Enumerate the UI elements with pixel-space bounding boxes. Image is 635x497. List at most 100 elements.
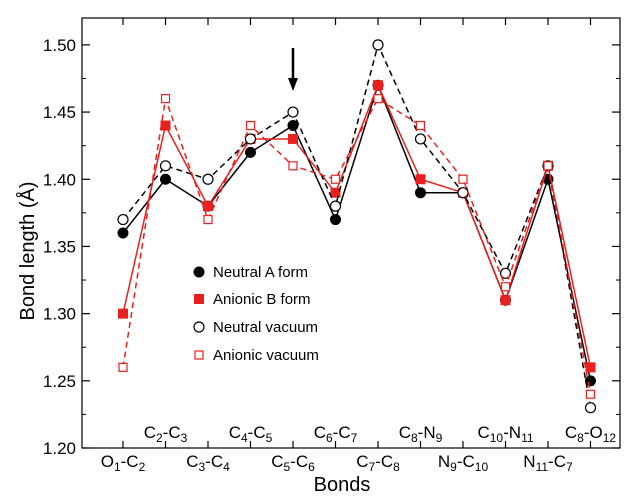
x-label-subscript: 11 [536, 460, 549, 474]
x-category-label: C3-C4 [186, 452, 230, 474]
x-label-subscript: 1 [114, 460, 121, 474]
x-label-text: -N [418, 423, 436, 442]
data-point [330, 187, 341, 198]
y-tick-label: 1.30 [43, 305, 76, 324]
x-category-label: C6-C7 [314, 423, 358, 445]
legend-item: Neutral vacuum [193, 319, 318, 336]
x-category-label: C4-C5 [229, 423, 273, 445]
data-point [372, 39, 384, 51]
x-label-subscript: 5 [283, 460, 290, 474]
y-tick-label: 1.40 [43, 170, 76, 189]
x-category-label: C10-N11 [477, 423, 533, 445]
x-label-subscript: 9 [450, 460, 457, 474]
data-point [159, 160, 172, 172]
x-label-subscript: 9 [436, 431, 443, 445]
series-neutral-vacuum [117, 39, 597, 414]
x-category-label: N11-C7 [523, 452, 573, 474]
data-point [160, 120, 171, 131]
data-point [329, 200, 342, 212]
x-label-text: C [314, 423, 326, 442]
x-label-text: N [438, 452, 450, 471]
x-label-subscript: 7 [566, 460, 573, 474]
data-point [160, 173, 171, 185]
x-label-subscript: 7 [368, 460, 375, 474]
data-point [287, 120, 299, 131]
x-category-label: C7-C8 [356, 452, 400, 474]
x-label-text: -C [290, 452, 308, 471]
x-label-subscript: 8 [577, 431, 584, 445]
series-line [122, 42, 592, 408]
data-point [500, 282, 511, 292]
legend-marker [194, 294, 204, 304]
data-point [288, 133, 298, 144]
x-category-label: N9-C10 [438, 452, 489, 474]
series-anionic-vacuum [118, 94, 596, 399]
y-tick-label: 1.35 [43, 237, 76, 256]
x-label-subscript: 10 [475, 460, 489, 474]
data-point [245, 120, 256, 131]
x-label-text: -O [584, 423, 603, 442]
y-tick-label: 1.25 [43, 372, 76, 391]
data-point [585, 362, 596, 373]
x-category-label: C8-N9 [399, 423, 443, 445]
x-label-text: C [144, 423, 156, 442]
legend-marker [193, 321, 205, 333]
data-point [117, 213, 129, 226]
data-point [499, 267, 512, 279]
data-point [288, 161, 298, 171]
data-point [330, 174, 341, 184]
data-point [330, 214, 341, 226]
data-point [414, 133, 427, 145]
x-label-subscript: 8 [411, 431, 418, 445]
x-label-text: C [271, 452, 283, 471]
x-category-label: O1-C2 [101, 452, 146, 474]
data-point [543, 161, 553, 171]
data-point [118, 362, 128, 372]
legend-item: Anionic vacuum [194, 347, 319, 364]
data-point [415, 120, 426, 131]
x-label-subscript: 7 [351, 431, 358, 445]
data-point [118, 308, 128, 319]
y-axis-title: Bond length (Å) [16, 182, 39, 321]
x-label-subscript: 2 [156, 431, 163, 445]
legend-label: Neutral vacuum [213, 319, 318, 336]
data-point [415, 187, 426, 199]
series-line [122, 82, 592, 381]
x-label-subscript: 8 [393, 460, 400, 474]
data-point [584, 402, 597, 414]
x-label-subscript: 5 [266, 431, 273, 445]
data-point [203, 214, 213, 225]
x-category-label: C2-C3 [144, 423, 188, 445]
x-label-text: O [101, 452, 114, 471]
x-label-text: C [229, 423, 241, 442]
y-tick-label: 1.20 [43, 439, 76, 458]
x-label-subscript: 2 [139, 460, 146, 474]
data-point [160, 94, 171, 104]
series-neutral-a-form [117, 79, 596, 387]
data-point [203, 201, 213, 212]
x-label-subscript: 3 [198, 460, 205, 474]
x-label-subscript: 6 [326, 431, 333, 445]
legend-label: Anionic B form [213, 291, 311, 308]
x-label-text: -C [205, 452, 223, 471]
x-label-text: -C [375, 452, 393, 471]
data-point [415, 174, 426, 185]
annotation-arrow-head [288, 78, 298, 91]
x-label-text: -C [163, 423, 181, 442]
data-point [457, 187, 469, 199]
legend-label: Neutral A form [213, 264, 308, 281]
y-tick-label: 1.50 [43, 36, 76, 55]
x-label-subscript: 10 [490, 431, 504, 445]
x-category-label: C8-O12 [565, 423, 617, 445]
x-label-subscript: 12 [603, 431, 617, 445]
data-point [585, 389, 596, 399]
x-label-subscript: 11 [521, 431, 534, 445]
x-label-subscript: 3 [181, 431, 188, 445]
y-tick-label: 1.45 [43, 103, 76, 122]
x-label-text: -C [333, 423, 351, 442]
legend-item: Anionic B form [194, 291, 311, 308]
x-label-text: C [565, 423, 577, 442]
legend-item: Neutral A form [193, 264, 308, 281]
series-line [122, 83, 592, 368]
